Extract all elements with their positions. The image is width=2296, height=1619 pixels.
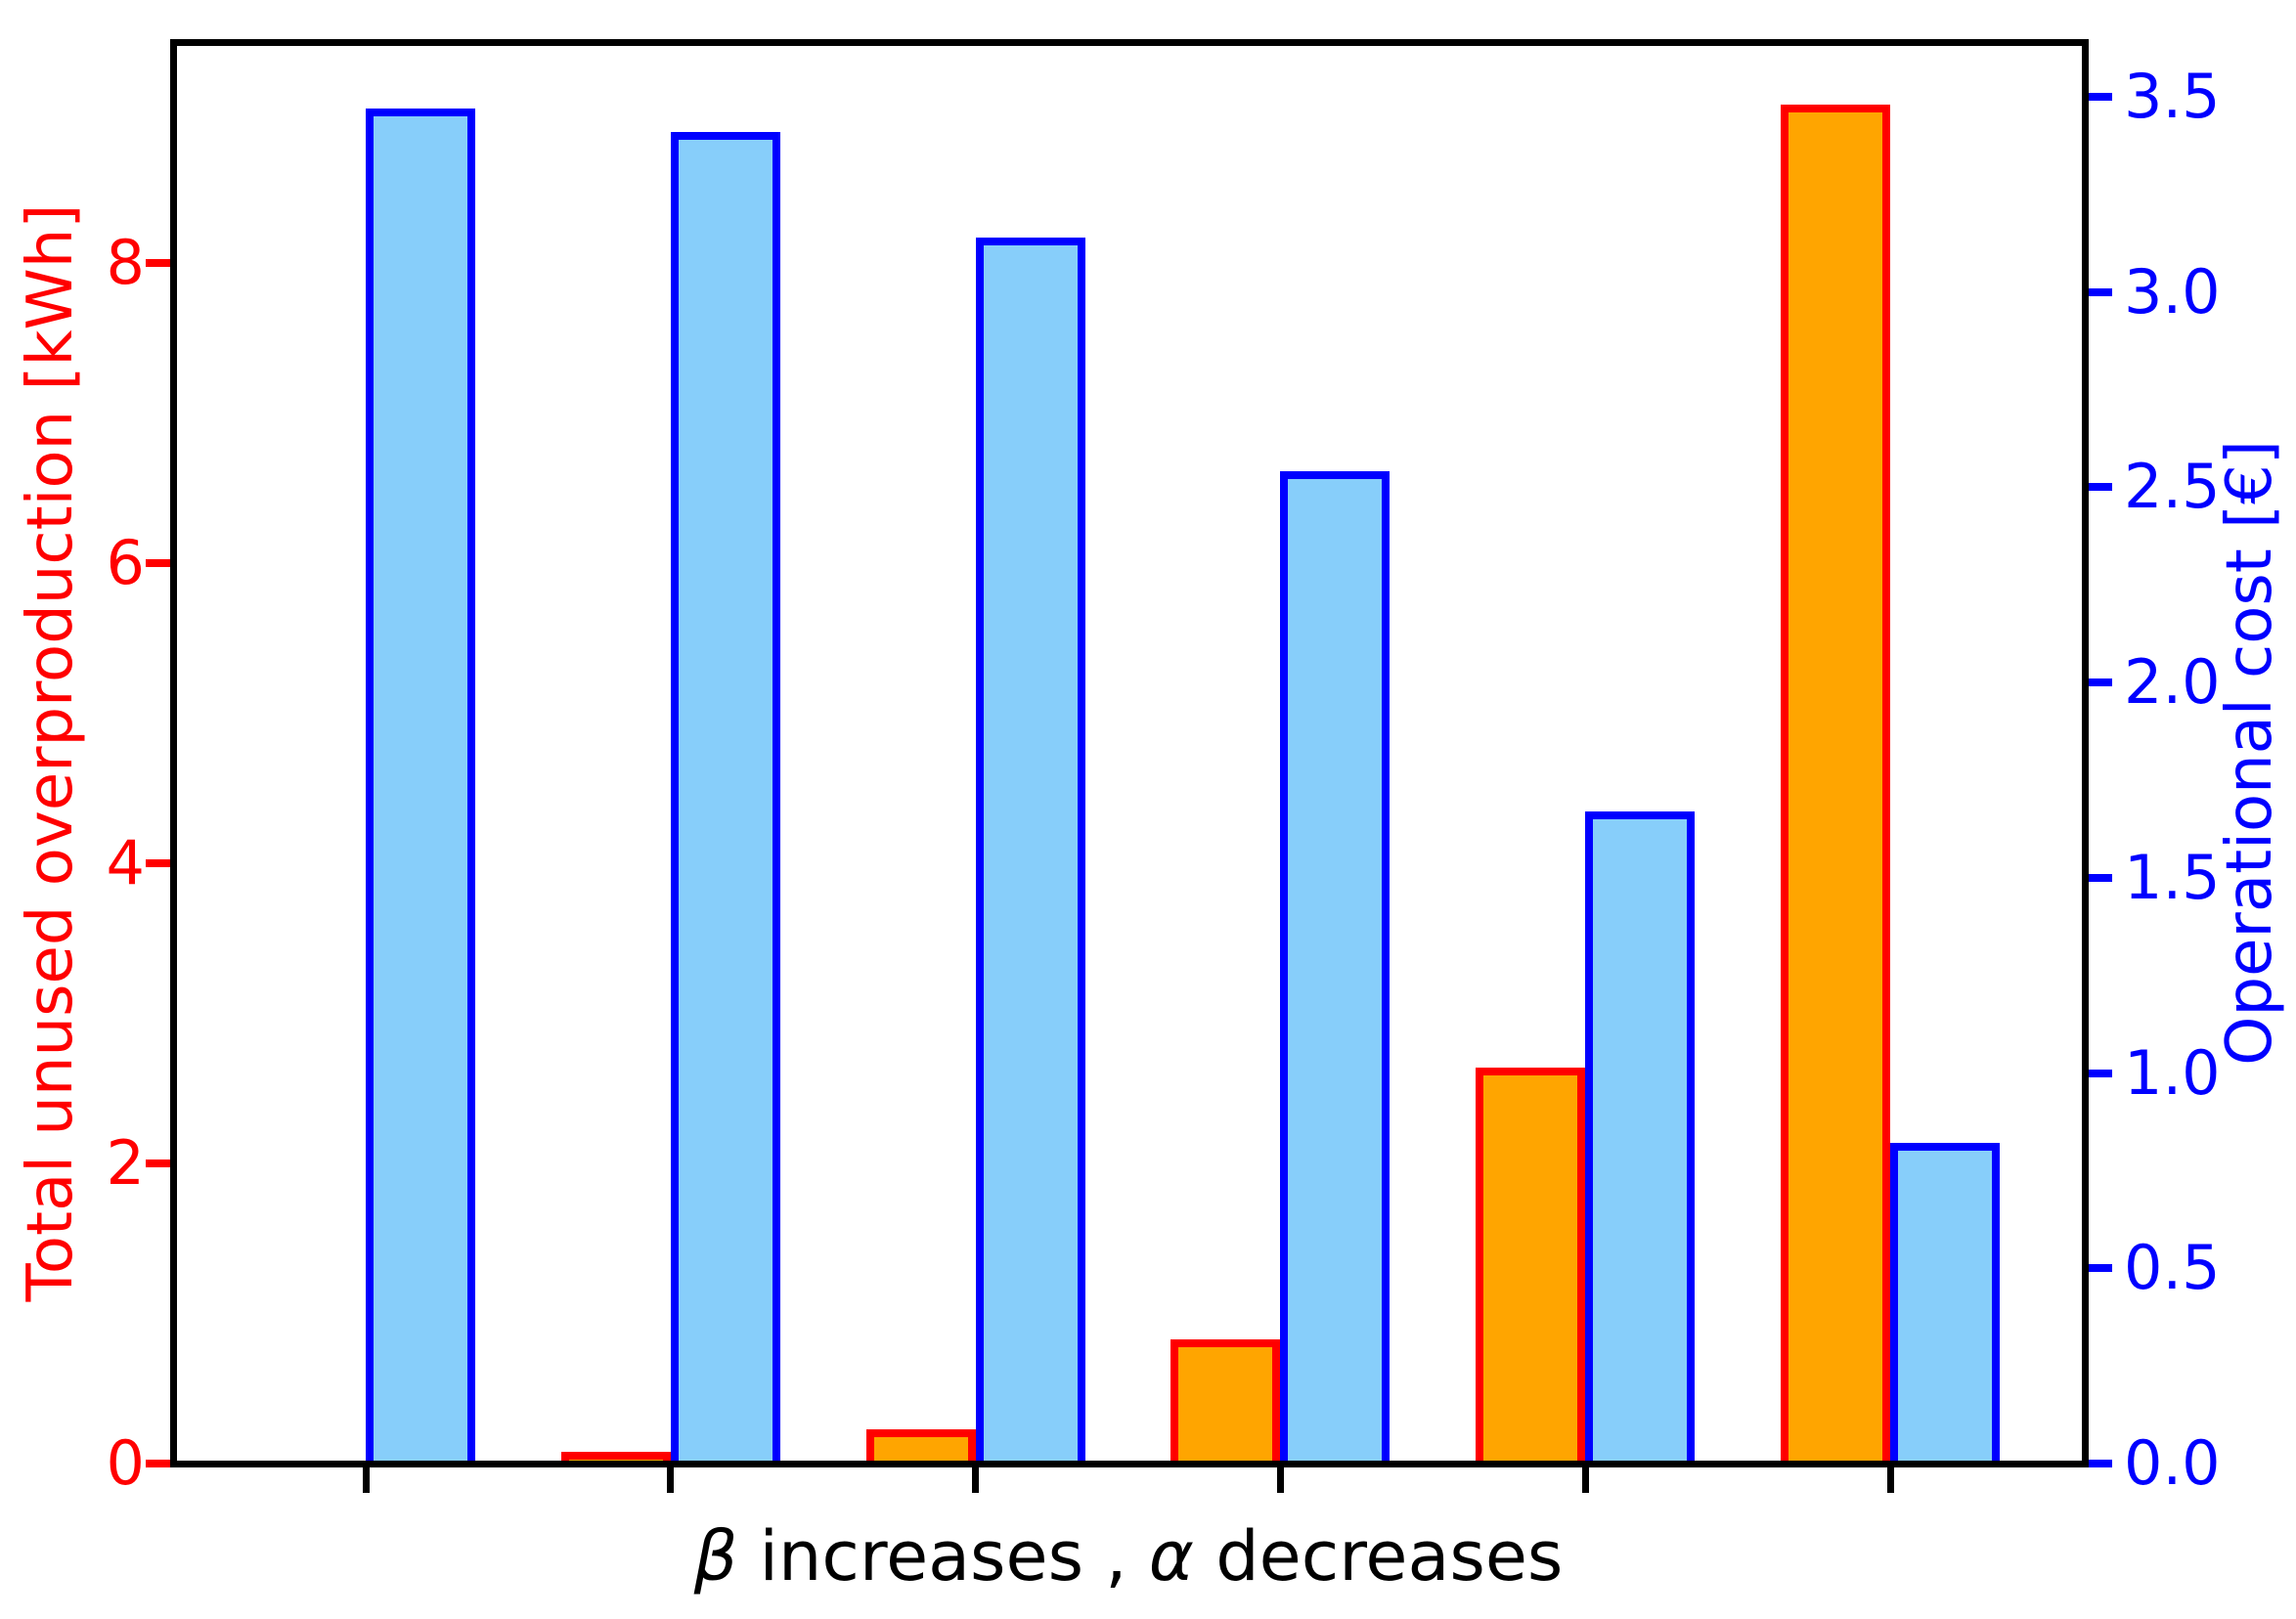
bar-overproduction [1781,105,1890,1467]
greek-letter: β [693,1516,738,1597]
left-axis-label: Total unused overproduction [kWh] [15,203,87,1302]
x-axis-tick [1276,1467,1284,1493]
right-axis-tick [2085,287,2112,296]
right-spine [2082,39,2089,1467]
left-tick-label: 6 [106,526,145,598]
right-tick-label: 3.0 [2124,255,2221,328]
greek-letter: α [1148,1516,1194,1597]
x-label-text: decreases [1193,1516,1564,1597]
bar-cost [1585,810,1696,1467]
right-tick-label: 1.0 [2124,1036,2221,1109]
bar-overproduction [1170,1338,1281,1467]
right-tick-label: 3.5 [2124,60,2221,132]
bar-overproduction [1476,1067,1586,1467]
bottom-spine [170,1461,2089,1467]
x-axis-tick [362,1467,370,1493]
bar-cost [1280,471,1391,1467]
left-axis-tick [146,858,173,867]
left-axis-tick [146,558,173,567]
right-axis-label: Operational cost [€] [2214,440,2286,1066]
right-axis-tick [2085,1069,2112,1077]
left-spine [170,39,177,1467]
top-spine [170,39,2089,46]
right-tick-label: 0.0 [2124,1427,2221,1499]
left-tick-label: 0 [106,1427,145,1499]
x-label-text: increases , [737,1516,1149,1597]
x-axis-tick [972,1467,980,1493]
right-axis-tick [2085,483,2112,492]
right-tick-label: 1.5 [2124,841,2221,913]
bar-cost [975,237,1085,1467]
x-axis-tick [1886,1467,1894,1493]
left-tick-label: 8 [106,226,145,298]
left-axis-tick [146,258,173,267]
right-axis-tick [2085,1264,2112,1273]
left-tick-label: 2 [106,1126,145,1199]
bar-cost [670,131,780,1467]
x-axis-tick [1581,1467,1589,1493]
right-axis-tick [2085,1460,2112,1467]
right-axis-tick [2085,92,2112,101]
x-axis-tick [667,1467,675,1493]
right-axis-tick [2085,678,2112,687]
left-tick-label: 4 [106,826,145,898]
right-tick-label: 0.5 [2124,1232,2221,1304]
x-axis-label: β increases , α decreases [694,1516,1564,1597]
left-axis-tick [146,1460,173,1467]
bar-cost [1890,1143,2000,1467]
bar-cost [366,108,475,1467]
right-axis-tick [2085,873,2112,882]
right-tick-label: 2.5 [2124,451,2221,523]
right-tick-label: 2.0 [2124,646,2221,719]
left-axis-tick [146,1159,173,1167]
